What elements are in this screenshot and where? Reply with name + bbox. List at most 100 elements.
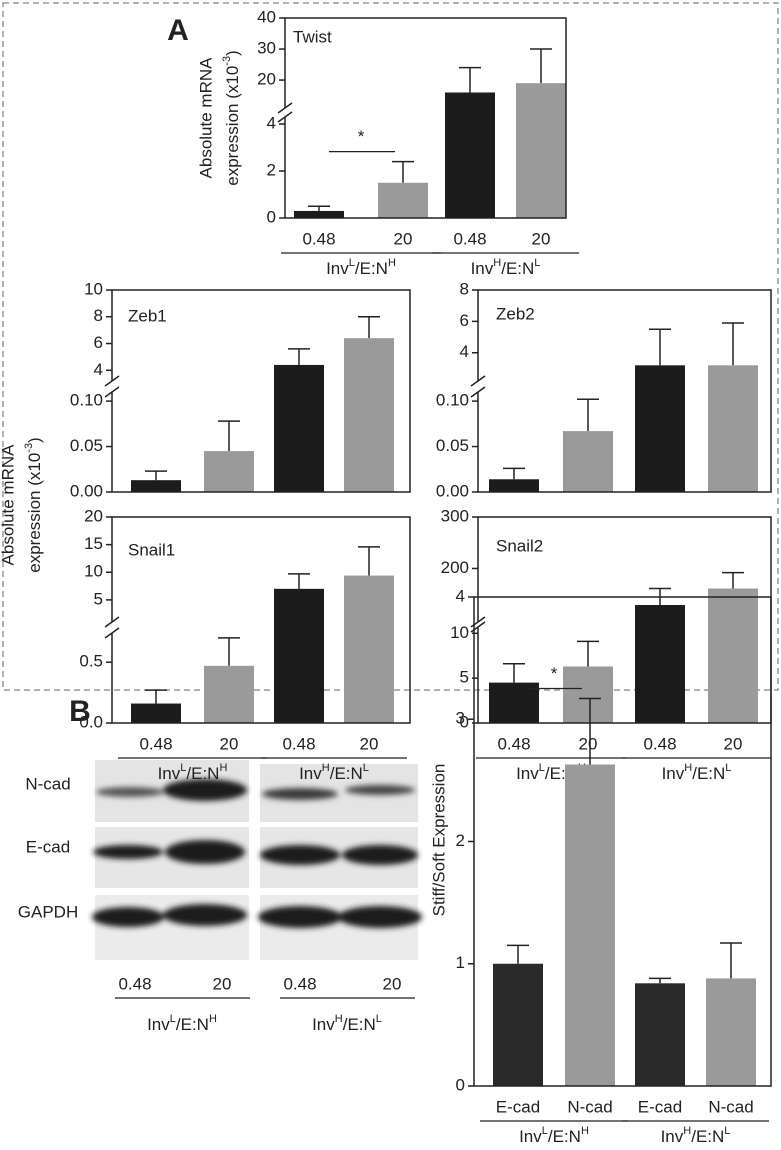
y-tick-label: 4 — [94, 360, 103, 379]
bar — [344, 575, 394, 723]
panel-letter: A — [167, 14, 189, 47]
y-label-line-part: ) — [25, 437, 44, 443]
plot-frame — [284, 17, 567, 219]
y-tick-label: 5 — [94, 589, 103, 608]
group-label-part: H — [219, 762, 227, 774]
blot-strip — [260, 895, 418, 960]
axis-break-mark — [470, 375, 486, 387]
y-tick-label: 40 — [257, 7, 276, 26]
axis-break-mark — [104, 386, 120, 398]
y-label-line: Absolute mRNA — [0, 444, 17, 566]
blot-lane-label: 20 — [383, 974, 402, 993]
group-label-part: Inv — [299, 764, 322, 783]
x-tick-label: 0.48 — [497, 734, 530, 753]
blot-group-label: InvH/E:NL — [312, 1013, 382, 1035]
bar — [378, 182, 428, 218]
y-tick-label: 0.00 — [436, 481, 469, 500]
bar — [516, 83, 566, 218]
bar — [204, 665, 254, 723]
group-label-part: L — [542, 1125, 548, 1137]
axis-break-mark — [277, 111, 293, 123]
blot-band — [345, 785, 415, 795]
blot-group-label-part: /E:N — [343, 1015, 376, 1034]
blot-band — [92, 907, 164, 927]
blot-group-label: InvL/E:NH — [147, 1013, 217, 1035]
bar — [706, 978, 756, 1086]
bar — [274, 364, 324, 492]
y-tick-label: 20 — [257, 70, 276, 89]
bar — [563, 431, 613, 492]
y-axis-label: Absolute mRNA expression (x10-3) — [196, 50, 242, 185]
blot-lane-label: 0.48 — [283, 974, 316, 993]
blot-lane-label: 0.48 — [118, 974, 151, 993]
group-label: InvL/E:NH — [158, 762, 228, 784]
group-label: InvH/E:NL — [662, 762, 732, 784]
axis-break-mark — [470, 386, 486, 398]
blot-band — [96, 787, 164, 797]
y-tick-label: 0 — [456, 1075, 465, 1094]
group-label-part: Inv — [516, 764, 539, 783]
x-tick-label: 0.48 — [643, 734, 676, 753]
x-tick-label: E-cad — [496, 1097, 540, 1116]
group-label-part: /E:N — [186, 764, 219, 783]
panel-a-border — [2, 2, 779, 691]
y-label-line-part: expression (x10 — [223, 66, 242, 186]
group-label-part: Inv — [662, 764, 685, 783]
significance-label: * — [551, 664, 558, 683]
group-label-part: H — [581, 1125, 589, 1137]
y-label-line: expression (x10-3) — [221, 50, 243, 185]
group-label-part: Inv — [661, 1127, 684, 1146]
y-label-line: Stiff/Soft Expression — [429, 764, 448, 917]
chart-title: Zeb2 — [496, 304, 535, 323]
group-label-part: Inv — [471, 259, 494, 278]
bar — [131, 480, 181, 492]
y-tick-label: 0.0 — [79, 712, 103, 731]
y-label-line: Absolute mRNA — [196, 57, 215, 179]
group-label-part: H — [388, 257, 396, 269]
blot-group-label-part: Inv — [147, 1015, 170, 1034]
group-label-part: L — [349, 257, 355, 269]
group-label-part: L — [534, 257, 540, 269]
y-tick-label: 2 — [456, 831, 465, 850]
blot-row-label: GAPDH — [18, 902, 78, 921]
group-label-part: L — [180, 762, 186, 774]
group-label-part: L — [724, 1125, 730, 1137]
group-label-part: L — [725, 762, 731, 774]
significance-label: * — [358, 127, 365, 146]
blot-strip — [95, 895, 249, 960]
y-tick-label: 0.10 — [70, 391, 103, 410]
bar — [294, 210, 344, 218]
x-tick-label: 0.48 — [282, 734, 315, 753]
y-tick-label: 300 — [441, 506, 469, 525]
axis-break-mark — [104, 375, 120, 387]
group-label-part: /E:N — [692, 764, 725, 783]
chart-title: Zeb1 — [128, 306, 167, 325]
y-label-line: expression (x10-3) — [23, 437, 45, 572]
blot-group-label-part: L — [170, 1013, 176, 1025]
x-tick-label: 20 — [360, 734, 379, 753]
bar — [204, 451, 254, 492]
blot-band — [338, 906, 422, 928]
x-tick-label: 20 — [532, 229, 551, 248]
blot-band — [260, 845, 340, 865]
group-label-part: H — [683, 1125, 691, 1137]
y-tick-label: 8 — [94, 306, 103, 325]
chart-title: Snail1 — [128, 540, 175, 559]
y-tick-label: 4 — [267, 114, 276, 133]
y-tick-label: 10 — [450, 623, 469, 642]
group-label-part: H — [322, 762, 330, 774]
group-label-part: L — [363, 762, 369, 774]
axis-break-gap — [474, 622, 482, 627]
group-label-part: L — [539, 762, 545, 774]
y-tick-label: 0 — [267, 207, 276, 226]
bar — [563, 666, 613, 723]
blot-group-label-part: Inv — [312, 1015, 335, 1034]
y-axis-label: Absolute mRNA expression (x10-3) — [0, 437, 44, 572]
group-label-part: /E:N — [548, 1127, 581, 1146]
bar — [344, 338, 394, 492]
y-tick-label: 15 — [84, 534, 103, 553]
axis-break-mark — [104, 627, 120, 639]
blot-band — [163, 904, 247, 926]
y-tick-label: 0.10 — [436, 391, 469, 410]
